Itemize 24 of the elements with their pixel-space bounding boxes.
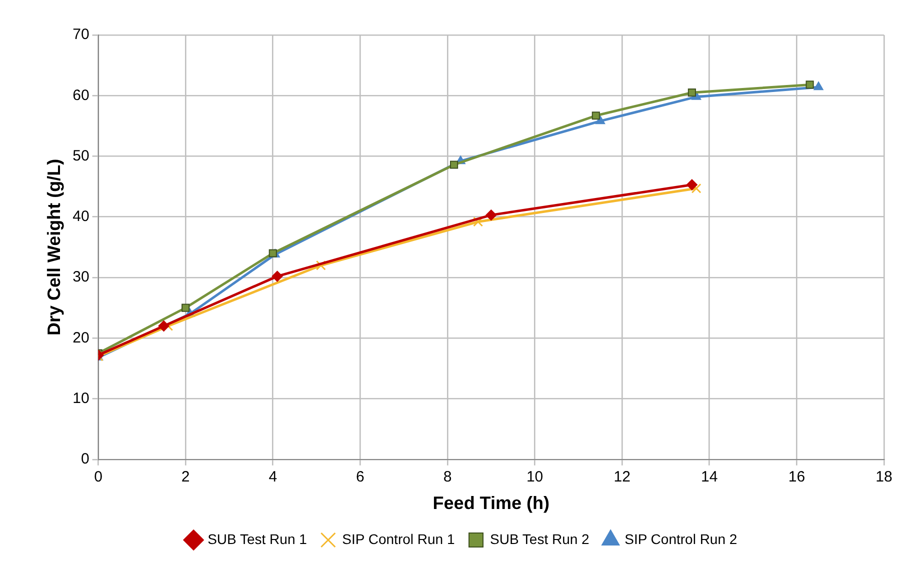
y-tick-label: 0 — [80, 450, 90, 468]
y-tick-label: 70 — [72, 26, 90, 44]
legend-label: SUB Test Run 2 — [490, 530, 590, 547]
y-tick-label: 20 — [72, 329, 90, 346]
x-tick-label: 10 — [526, 468, 544, 486]
legend-label: SIP Control Run 1 — [342, 530, 455, 547]
y-tick-label: 60 — [72, 86, 90, 104]
x-tick-label: 6 — [356, 468, 364, 486]
x-tick-label: 12 — [614, 468, 630, 486]
y-axis-title: Dry Cell Weight (g/L) — [44, 158, 64, 336]
x-tick-label: 16 — [788, 468, 806, 486]
x-tick-label: 0 — [94, 468, 102, 486]
x-tick-label: 14 — [701, 468, 718, 486]
y-tick-label: 30 — [72, 268, 90, 286]
x-tick-label: 8 — [443, 468, 452, 486]
x-axis-title: Feed Time (h) — [432, 493, 550, 514]
x-tick-label: 2 — [181, 468, 190, 486]
y-tick-label: 50 — [72, 147, 90, 164]
x-tick-label: 18 — [876, 468, 892, 486]
y-tick-label: 40 — [72, 208, 90, 226]
x-tick-label: 4 — [268, 468, 278, 486]
y-tick-label: 10 — [72, 390, 90, 407]
legend-label: SIP Control Run 2 — [624, 530, 738, 547]
legend-label: SUB Test Run 1 — [208, 530, 308, 547]
